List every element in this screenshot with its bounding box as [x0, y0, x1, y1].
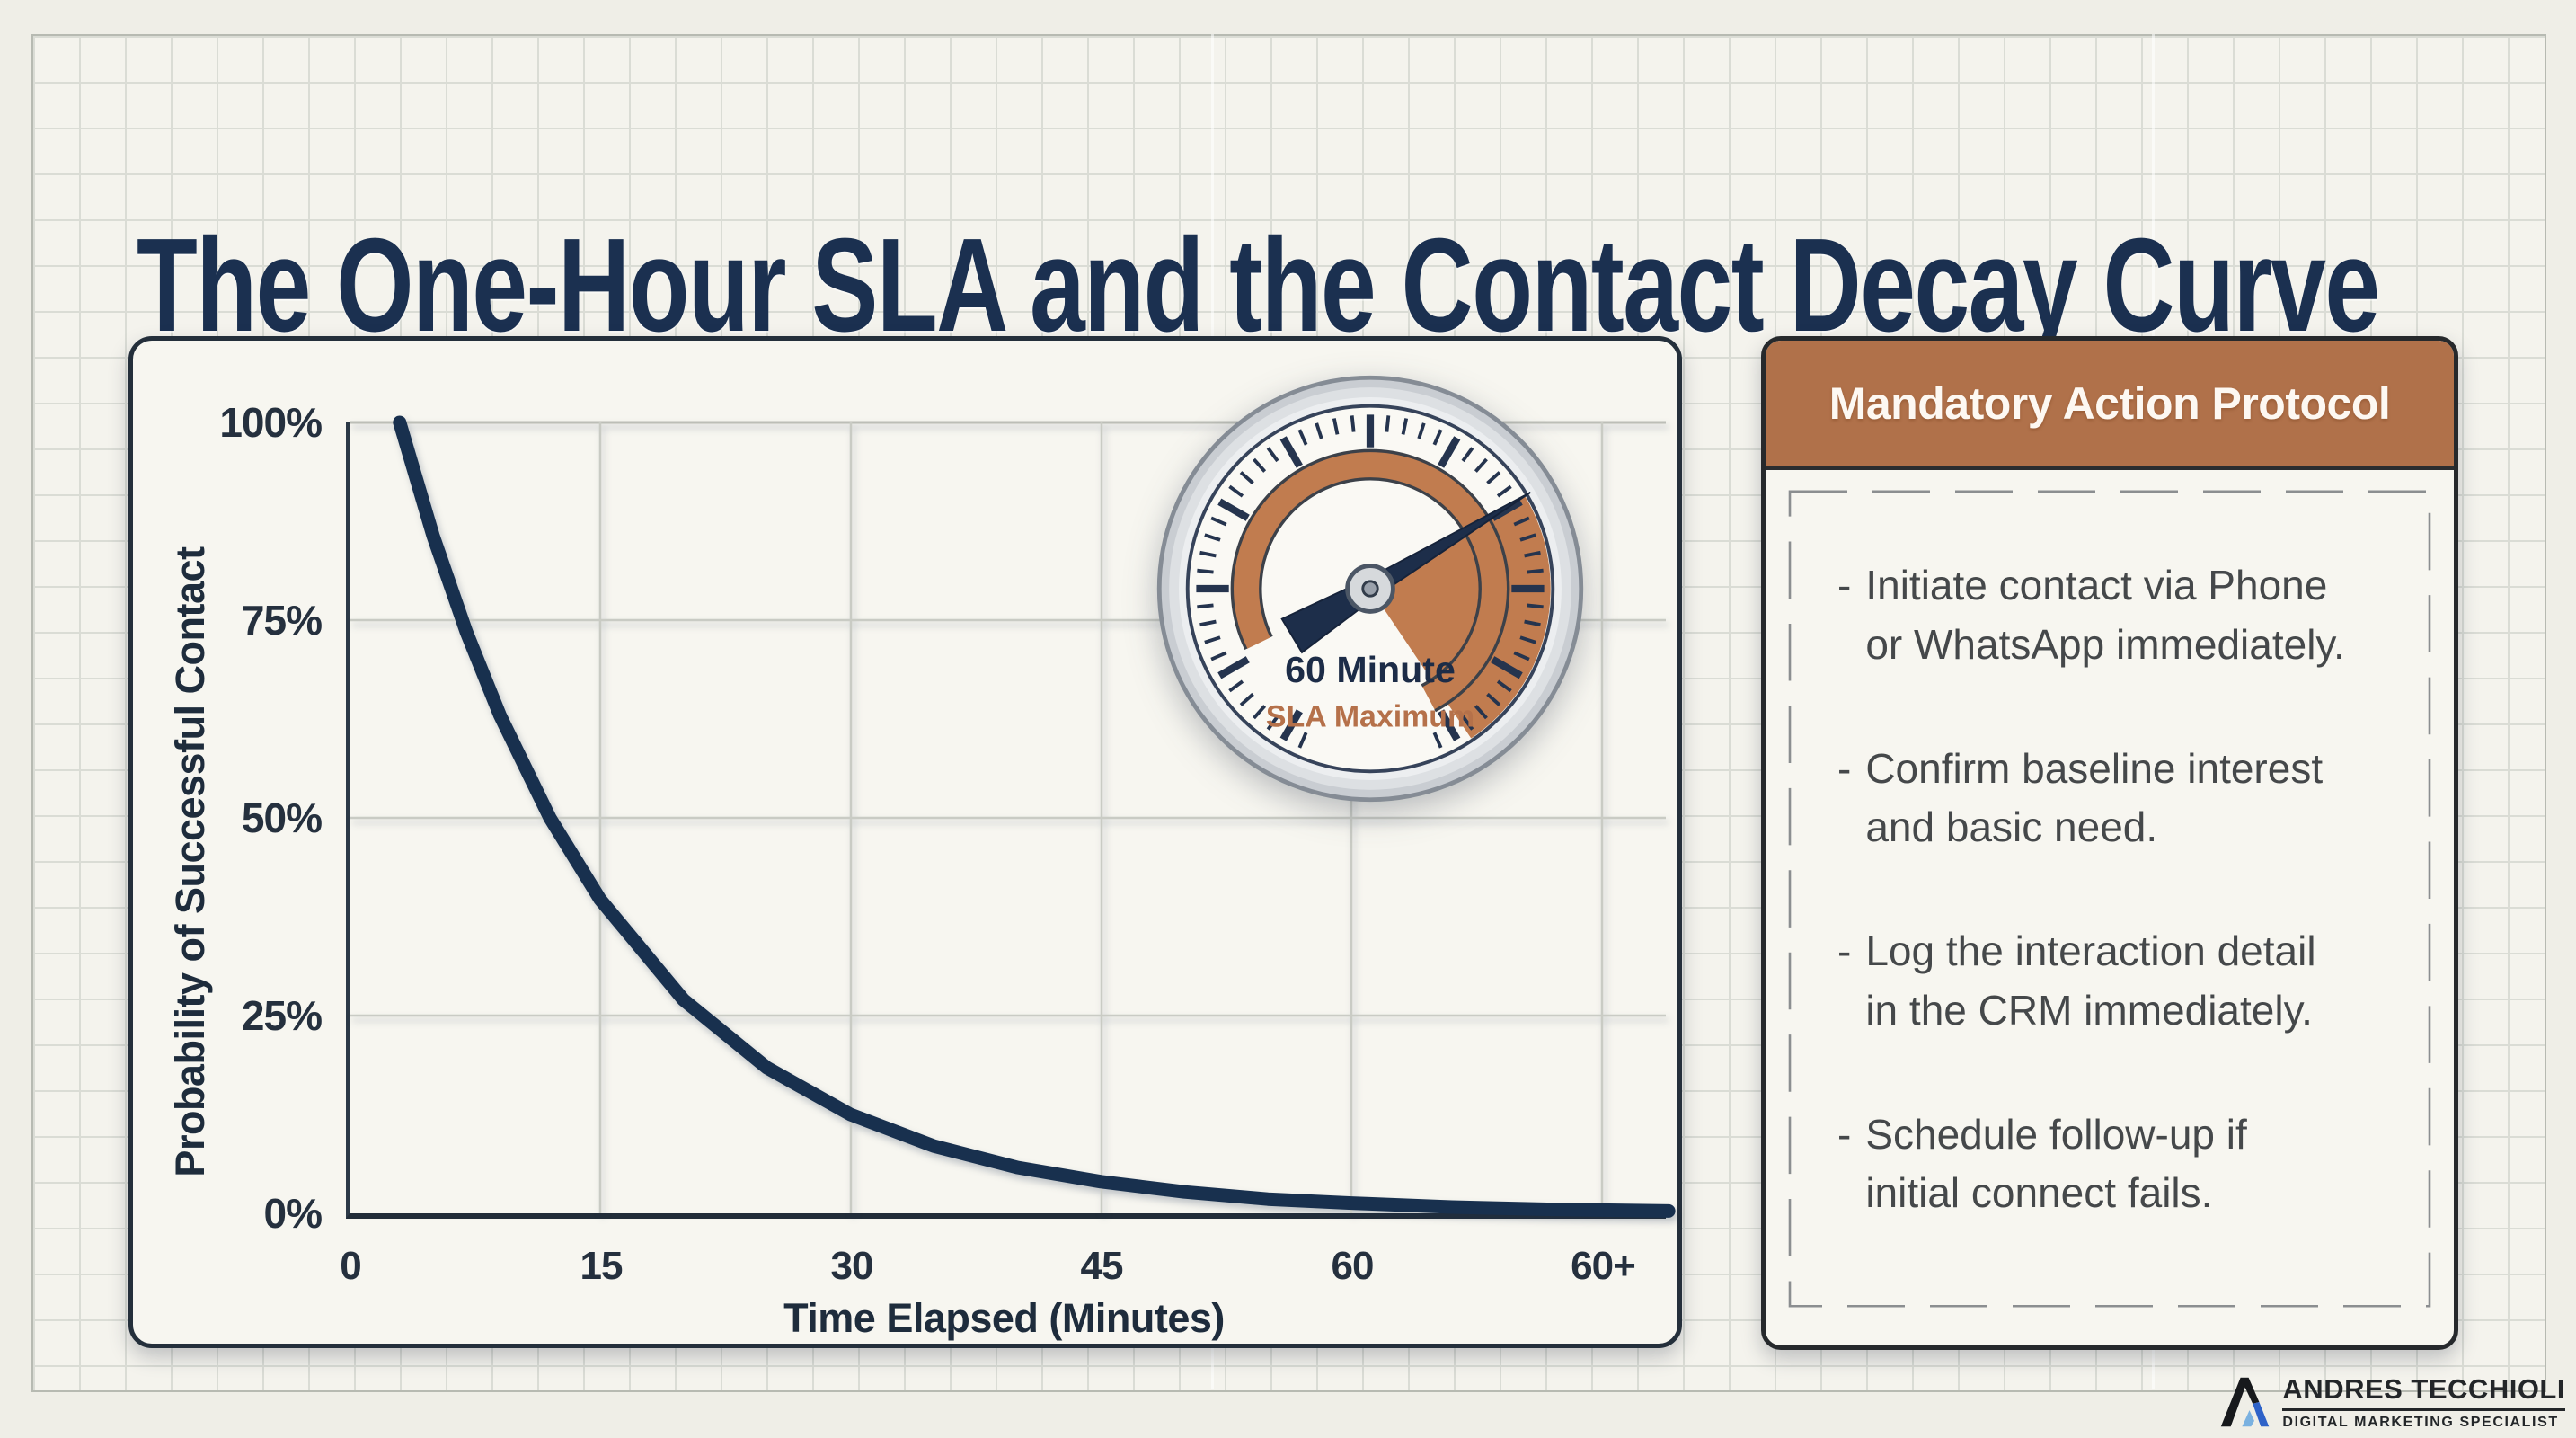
list-item-text: Initiate contact via Phone [1865, 562, 2328, 608]
bullet-dash: - [1837, 744, 1852, 792]
logo-tagline: DIGITAL MARKETING SPECIALIST [2282, 1415, 2559, 1430]
y-tick-50: 50% [241, 794, 323, 841]
y-tick-75: 75% [241, 597, 323, 644]
gauge-hub-pin [1361, 580, 1379, 598]
x-tick-60: 60 [1331, 1244, 1375, 1288]
x-tick-15: 15 [580, 1244, 624, 1288]
bullet-dash: - [1837, 928, 1852, 975]
sla-gauge-icon: 60 Minute SLA Maximum [1156, 375, 1584, 803]
decay-curve-svg [350, 415, 1676, 1218]
logo-text-block: ANDRES TECCHIOLI DIGITAL MARKETING SPECI… [2282, 1373, 2565, 1431]
x-tick-30: 30 [830, 1244, 874, 1288]
protocol-header: Mandatory Action Protocol [1766, 341, 2454, 470]
page-title: The One-Hour SLA and the Contact Decay C… [137, 211, 2380, 360]
x-axis-title: Time Elapsed (Minutes) [783, 1295, 1225, 1341]
list-item: - Initiate contact via Phone or WhatsApp… [1837, 556, 2421, 675]
y-tick-0: 0% [263, 1190, 323, 1237]
gauge-value-label: 60 Minute [1285, 649, 1456, 690]
y-tick-100: 100% [219, 399, 323, 446]
action-protocol-card: Mandatory Action Protocol - Initiate con… [1761, 336, 2458, 1350]
list-item-text: initial connect fails. [1865, 1169, 2213, 1217]
brand-logo: ANDRES TECCHIOLI DIGITAL MARKETING SPECI… [2219, 1373, 2565, 1431]
gauge-sub-label: SLA Maximum [1266, 700, 1474, 734]
x-tick-45: 45 [1080, 1244, 1124, 1288]
y-tick-25: 25% [241, 992, 323, 1039]
protocol-body: - Initiate contact via Phone or WhatsApp… [1766, 470, 2454, 1345]
list-item-text: or WhatsApp immediately. [1865, 620, 2345, 668]
gauge-rim-edge [1156, 375, 1584, 803]
list-item-text: Log the interaction detail [1865, 928, 2316, 975]
bullet-dash: - [1837, 562, 1852, 608]
list-item-text: Confirm baseline interest [1865, 744, 2324, 792]
bullet-dash: - [1837, 1110, 1852, 1158]
list-item: - Log the interaction detail in the CRM … [1837, 922, 2421, 1041]
logo-name: ANDRES TECCHIOLI [2282, 1373, 2565, 1411]
corner-bracket-frame [1788, 490, 2431, 1308]
list-item-text: and basic need. [1865, 803, 2158, 851]
list-item: - Confirm baseline interest and basic ne… [1837, 740, 2421, 858]
protocol-list: - Initiate contact via Phone or WhatsApp… [1837, 556, 2421, 1288]
x-tick-0: 0 [340, 1244, 361, 1288]
decay-curve [393, 415, 1676, 1218]
gauge-dynamic-layer [1196, 414, 1551, 749]
decay-chart-card: Probability of Successful Contact 100% 7… [128, 336, 1682, 1348]
x-tick-60plus: 60+ [1571, 1244, 1636, 1288]
list-item-text: Schedule follow-up if [1865, 1110, 2247, 1158]
list-item-text: in the CRM immediately. [1865, 986, 2313, 1034]
plot-area [346, 415, 1676, 1219]
logo-mark-icon [2221, 1377, 2270, 1427]
list-item: - Schedule follow-up if initial connect … [1837, 1105, 2421, 1224]
